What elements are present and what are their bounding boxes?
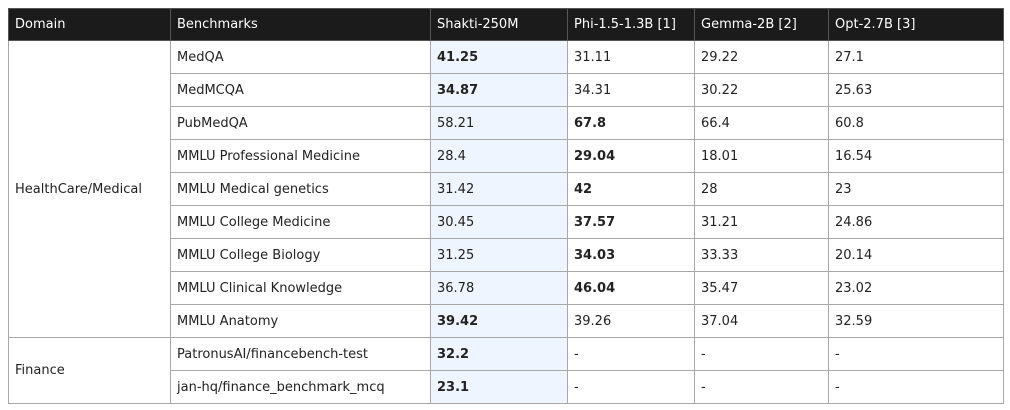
score-cell: 58.21 <box>430 106 568 140</box>
benchmark-cell: MMLU College Biology <box>170 238 431 272</box>
score-cell: 37.57 <box>567 205 695 239</box>
score-cell: 41.25 <box>430 40 568 74</box>
table-row: MMLU Anatomy 39.42 39.26 37.04 32.59 <box>9 304 1004 338</box>
table-row: MMLU Medical genetics 31.42 42 28 23 <box>9 172 1004 206</box>
benchmark-cell: MMLU Clinical Knowledge <box>170 271 431 305</box>
benchmark-cell: PubMedQA <box>170 106 431 140</box>
score-cell: 23.1 <box>430 370 568 404</box>
benchmark-cell: MedMCQA <box>170 73 431 107</box>
score-cell: 37.04 <box>694 304 829 338</box>
benchmark-cell: MMLU Anatomy <box>170 304 431 338</box>
score-cell: - <box>694 370 829 404</box>
column-header: Phi-1.5-1.3B [1] <box>567 8 695 41</box>
score-cell: 31.21 <box>694 205 829 239</box>
score-cell: 66.4 <box>694 106 829 140</box>
column-header: Shakti-250M <box>430 8 568 41</box>
score-cell: 29.04 <box>567 139 695 173</box>
score-cell: 31.11 <box>567 40 695 74</box>
table-body: HealthCare/Medical MedQA 41.25 31.11 29.22 27… <box>8 40 1004 404</box>
domain-cell: Finance <box>8 337 171 404</box>
score-cell: 28.4 <box>430 139 568 173</box>
benchmark-cell: MMLU Professional Medicine <box>170 139 431 173</box>
score-cell: 31.25 <box>430 238 568 272</box>
domain-cell: HealthCare/Medical <box>8 40 171 338</box>
column-header: Benchmarks <box>170 8 431 41</box>
score-cell: 39.42 <box>430 304 568 338</box>
table-row: Finance PatronusAI/financebench-test 32.2-… <box>8 337 1004 404</box>
table-row: jan-hq/finance_benchmark_mcq 23.1- - - <box>9 370 1004 404</box>
score-cell: 30.22 <box>694 73 829 107</box>
table-row: MMLU Clinical Knowledge 36.78 46.04 35.47 23… <box>9 271 1004 305</box>
score-cell: 16.54 <box>828 139 1004 173</box>
benchmark-cell: MMLU Medical genetics <box>170 172 431 206</box>
header-row: Domain Benchmarks Shakti-250M Phi-1.5-1.3B … <box>8 8 1004 41</box>
score-cell: 29.22 <box>694 40 829 74</box>
score-cell: - <box>828 370 1004 404</box>
results-table: Domain Benchmarks Shakti-250M Phi-1.5-1.3B … <box>8 8 1004 404</box>
score-cell: - <box>694 337 829 371</box>
score-cell: 33.33 <box>694 238 829 272</box>
score-cell: 67.8 <box>567 106 695 140</box>
score-cell: - <box>567 337 695 371</box>
score-cell: 42 <box>567 172 695 206</box>
table-row: MMLU Professional Medicine 28.4 29.04 18.01… <box>9 139 1004 173</box>
score-cell: 36.78 <box>430 271 568 305</box>
table-row: PubMedQA 58.21 67.8 66.4 60.8 <box>9 106 1004 140</box>
score-cell: 24.86 <box>828 205 1004 239</box>
score-cell: 39.26 <box>567 304 695 338</box>
score-cell: 23 <box>828 172 1004 206</box>
column-header: Opt-2.7B [3] <box>828 8 1004 41</box>
table-row: MMLU College Biology 31.25 34.03 33.33 20.14 <box>9 238 1004 272</box>
table-row: HealthCare/Medical MedQA 41.25 31.11 29.22 27… <box>8 40 1004 338</box>
score-cell: - <box>567 370 695 404</box>
benchmark-cell: MedQA <box>170 40 431 74</box>
benchmark-cell: PatronusAI/financebench-test <box>170 337 431 371</box>
score-cell: 31.42 <box>430 172 568 206</box>
table-row: MedMCQA 34.87 34.31 30.22 25.63 <box>9 73 1004 107</box>
score-cell: 18.01 <box>694 139 829 173</box>
score-cell: 30.45 <box>430 205 568 239</box>
score-cell: 34.03 <box>567 238 695 272</box>
score-cell: - <box>828 337 1004 371</box>
benchmark-cell: MMLU College Medicine <box>170 205 431 239</box>
score-cell: 34.31 <box>567 73 695 107</box>
score-cell: 23.02 <box>828 271 1004 305</box>
table-row: MMLU College Medicine 30.45 37.57 31.21 24.8… <box>9 205 1004 239</box>
score-cell: 27.1 <box>828 40 1004 74</box>
column-header: Domain <box>8 8 171 41</box>
benchmark-cell: jan-hq/finance_benchmark_mcq <box>170 370 431 404</box>
column-header: Gemma-2B [2] <box>694 8 829 41</box>
score-cell: 20.14 <box>828 238 1004 272</box>
score-cell: 32.2 <box>430 337 568 371</box>
score-cell: 60.8 <box>828 106 1004 140</box>
score-cell: 25.63 <box>828 73 1004 107</box>
score-cell: 35.47 <box>694 271 829 305</box>
score-cell: 28 <box>694 172 829 206</box>
score-cell: 32.59 <box>828 304 1004 338</box>
score-cell: 34.87 <box>430 73 568 107</box>
score-cell: 46.04 <box>567 271 695 305</box>
